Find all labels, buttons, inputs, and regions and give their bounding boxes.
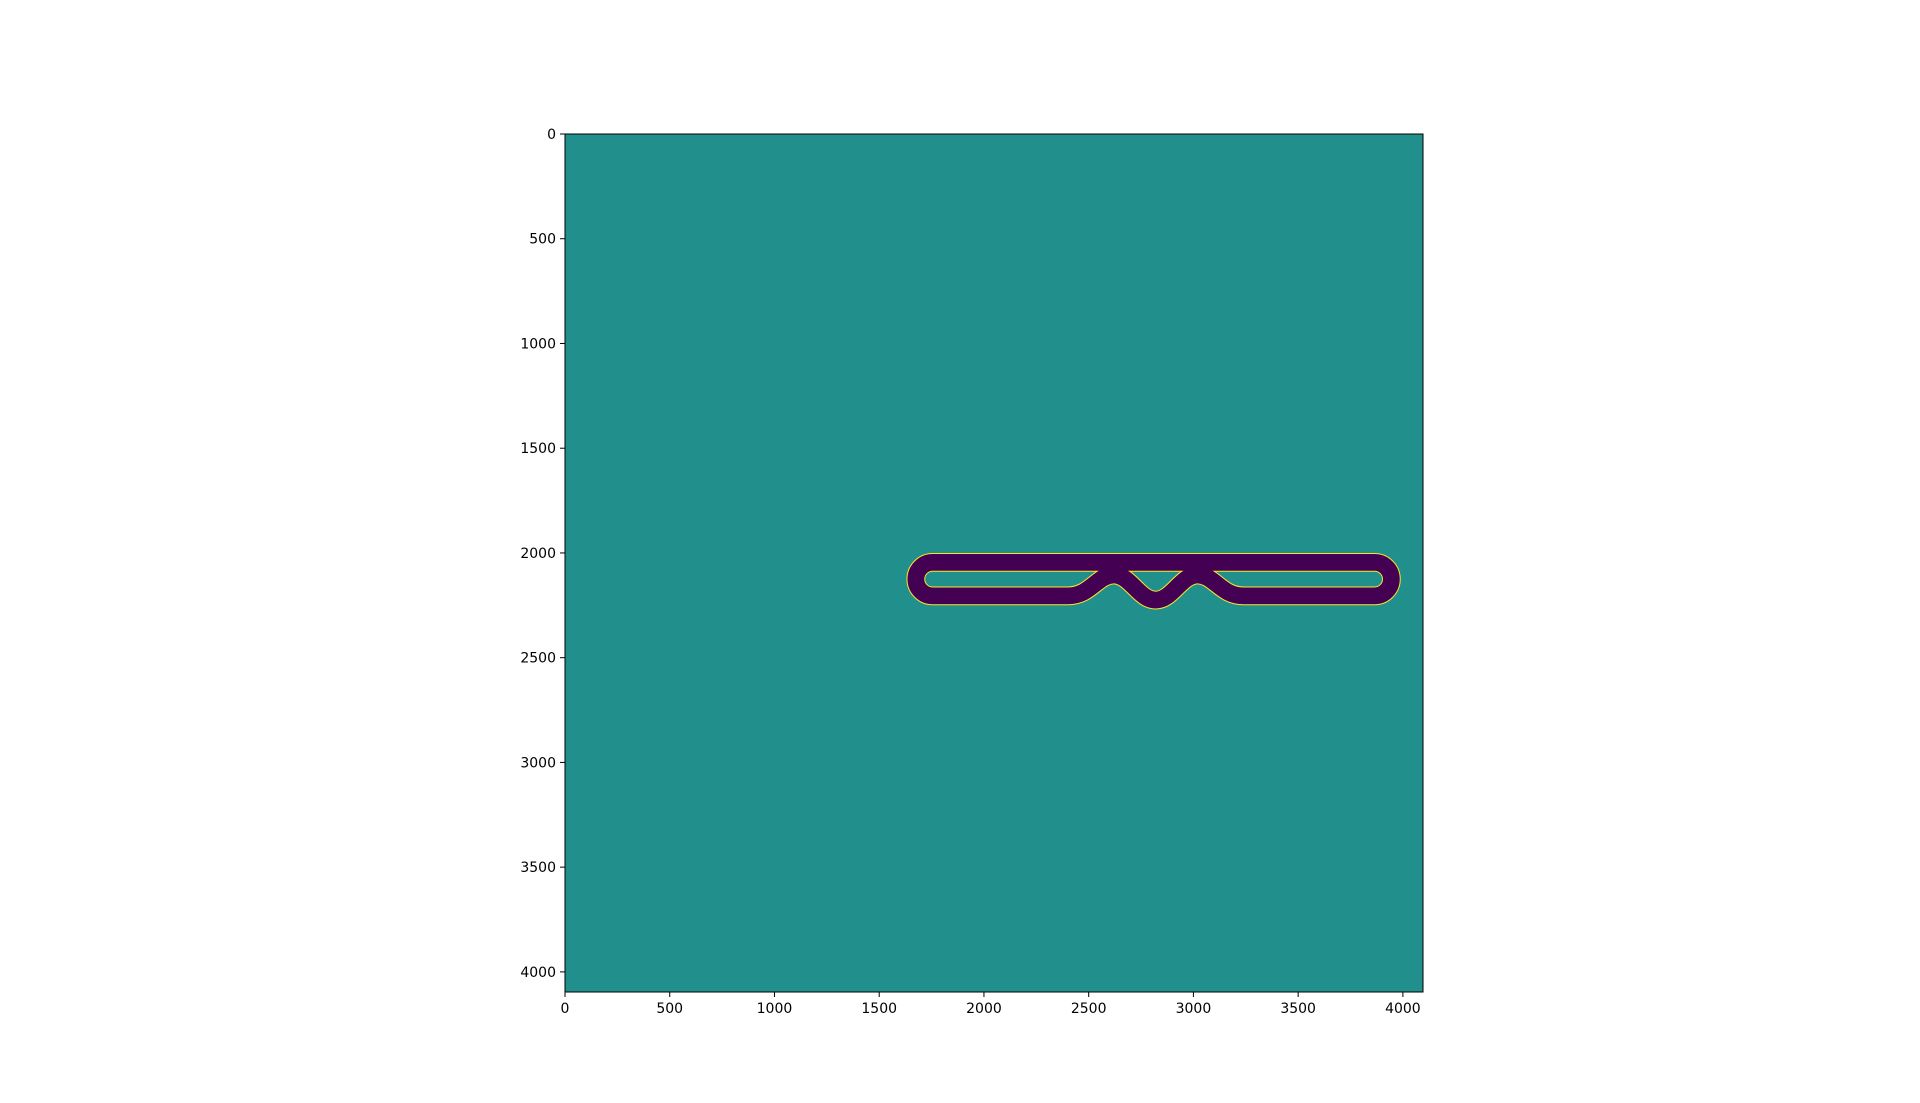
x-axis: 0 500 1000 1500 2000 2500 3000 3500 4000 <box>561 992 1421 1017</box>
x-tick-label: 1500 <box>861 1001 897 1017</box>
y-tick-label: 1500 <box>520 441 556 457</box>
x-tick-label: 4000 <box>1385 1001 1421 1017</box>
y-tick-label: 4000 <box>520 965 556 981</box>
x-tick-label: 2500 <box>1071 1001 1107 1017</box>
y-tick-label: 3000 <box>520 755 556 771</box>
x-tick-label: 3500 <box>1280 1001 1316 1017</box>
y-tick-label: 500 <box>529 232 556 248</box>
axes-frame <box>564 133 1424 993</box>
y-tick-label: 0 <box>547 127 556 143</box>
y-tick-label: 1000 <box>520 336 556 352</box>
x-tick-label: 500 <box>656 1001 683 1017</box>
x-tick-label: 2000 <box>966 1001 1002 1017</box>
heatmap-plot-area <box>564 133 1424 993</box>
track-band <box>907 553 1400 609</box>
x-tick-label: 1000 <box>757 1001 793 1017</box>
y-axis: 0 500 1000 1500 2000 2500 3000 3500 4000 <box>520 127 565 981</box>
y-tick-label: 3500 <box>520 860 556 876</box>
x-tick-label: 3000 <box>1176 1001 1212 1017</box>
x-tick-label: 0 <box>561 1001 570 1017</box>
y-tick-label: 2000 <box>520 546 556 562</box>
y-tick-label: 2500 <box>520 651 556 667</box>
